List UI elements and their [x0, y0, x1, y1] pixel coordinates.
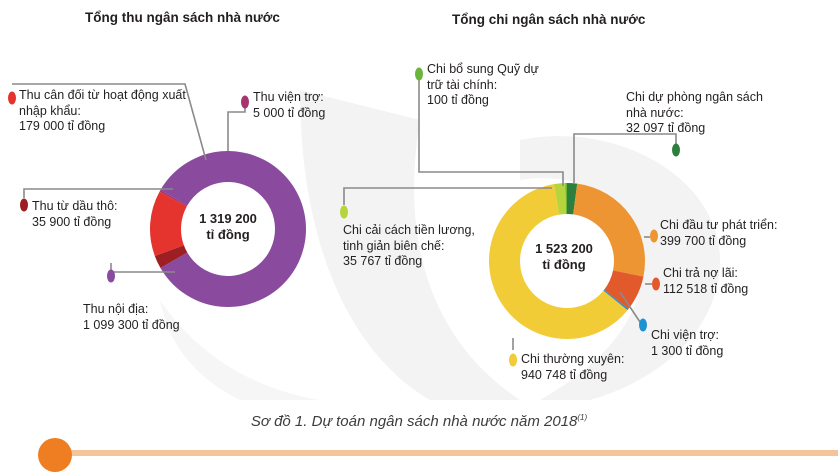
label-chi-du-phong-value: 32 097 tỉ đồng — [626, 121, 706, 135]
label-thu-noi-dia-name: Thu nội địa: — [83, 302, 149, 316]
income-slice-thu-tu-dau-tho — [154, 245, 188, 269]
label-chi-dau-tu: Chi đầu tư phát triển: 399 700 tỉ đồng — [660, 218, 800, 249]
label-chi-cai-cach: Chi cải cách tiền lương, tinh giản biên … — [343, 223, 488, 270]
label-chi-cai-cach-value: 35 767 tỉ đồng — [343, 254, 423, 268]
label-chi-thuong-xuyen-value: 940 748 tỉ đồng — [521, 367, 608, 382]
expense-slice-chi-thuong-xuyen — [489, 184, 628, 339]
label-thu-dau-tho-name: Thu từ dầu thô: — [32, 199, 118, 213]
figure-caption-text: Sơ đồ 1. Dự toán ngân sách nhà nước năm … — [250, 413, 578, 430]
label-thu-dau-tho: Thu từ dầu thô: 35 900 tỉ đồng — [32, 199, 152, 230]
expense-total-value: 1 523 200 — [535, 241, 593, 256]
leader-chi-cai-cach — [343, 187, 552, 205]
leader-thu-dau-tho — [23, 188, 173, 198]
income-total-value: 1 319 200 — [199, 211, 257, 226]
expense-slice-chi-bo-sung-quy-du-tru-tai-chinh — [565, 183, 567, 215]
donut-charts — [8, 67, 680, 367]
label-chi-tra-no-lai-value: 112 518 tỉ đồng — [663, 281, 749, 296]
income-slice-thu-noi-dia — [160, 150, 307, 307]
expense-chart-title: Tổng chi ngân sách nhà nước — [452, 12, 646, 27]
label-thu-noi-dia-value: 1 099 300 tỉ đồng — [83, 317, 180, 332]
leader-chi-du-phong — [573, 133, 677, 184]
expense-slice-chi-vien-tro — [603, 289, 629, 311]
marker-chi-dau-tu — [650, 229, 658, 243]
label-chi-thuong-xuyen: Chi thường xuyên: 940 748 tỉ đồng — [521, 352, 641, 383]
label-thu-vien-tro: Thu viện trợ: 5 000 tỉ đồng — [253, 90, 353, 121]
label-chi-dau-tu-name: Chi đầu tư phát triển: — [660, 218, 778, 232]
label-thu-noi-dia: Thu nội địa: 1 099 300 tỉ đồng — [83, 302, 213, 333]
label-chi-bo-sung-quy-name: Chi bổ sung Quỹ dự trữ tài chính: — [427, 62, 539, 92]
bottom-accent-circle — [38, 438, 72, 472]
expense-slice-chi-cai-cach-tien-luong-tinh-gian-bien-c — [553, 183, 567, 215]
label-chi-du-phong-name: Chi dự phòng ngân sách nhà nước: — [626, 90, 763, 120]
marker-thu-dau-tho — [20, 198, 28, 212]
watermark-logo — [300, 90, 720, 400]
marker-chi-cai-cach — [340, 205, 348, 219]
label-chi-tra-no-lai-name: Chi trả nợ lãi: — [663, 266, 738, 280]
label-thu-can-doi-value: 179 000 tỉ đồng — [19, 119, 106, 133]
label-chi-vien-tro: Chi viện trợ: 1 300 tỉ đồng — [651, 328, 751, 359]
label-chi-tra-no-lai: Chi trả nợ lãi: 112 518 tỉ đồng — [663, 266, 783, 297]
expense-total: 1 523 200 tỉ đồng — [504, 241, 624, 273]
marker-chi-vien-tro — [639, 318, 647, 332]
marker-chi-tra-no-lai — [652, 277, 660, 291]
label-chi-du-phong: Chi dự phòng ngân sách nhà nước: 32 097 … — [626, 90, 766, 137]
leader-thu-vien-tro — [227, 103, 246, 151]
label-chi-dau-tu-value: 399 700 tỉ đồng — [660, 233, 747, 248]
label-chi-thuong-xuyen-name: Chi thường xuyên: — [521, 352, 625, 366]
bottom-accent-bar — [60, 450, 838, 456]
income-chart-title: Tổng thu ngân sách nhà nước — [85, 10, 280, 25]
label-chi-vien-tro-name: Chi viện trợ: — [651, 328, 719, 342]
income-slice-thu-vien-tro — [159, 190, 188, 207]
budget-figure: Tổng thu ngân sách nhà nước Tổng chi ngâ… — [0, 10, 838, 472]
label-thu-can-doi-name: Thu cân đối từ hoạt động xuất nhập khẩu: — [19, 88, 186, 118]
marker-thu-noi-dia — [107, 269, 115, 283]
marker-chi-du-phong — [672, 143, 680, 157]
expense-slice-chi-du-phong-ngan-sach-nha-nuoc — [567, 183, 578, 215]
marker-chi-bo-sung-quy — [415, 67, 423, 81]
expense-slice-chi-dau-tu-phat-trien — [573, 183, 646, 277]
label-thu-can-doi: Thu cân đối từ hoạt động xuất nhập khẩu:… — [19, 88, 194, 135]
leader-chi-vien-tro — [619, 291, 641, 323]
label-thu-vien-tro-name: Thu viện trợ: — [253, 90, 324, 104]
leader-chi-bo-sung-quy — [418, 80, 564, 186]
marker-thu-can-doi — [8, 91, 16, 105]
income-total-unit: tỉ đồng — [206, 227, 250, 242]
income-slice-thu-can-doi-tu-hoat-dong-xuat-nhap-khau — [150, 191, 187, 256]
leader-thu-can-doi — [12, 83, 207, 161]
figure-caption-footnote: (1) — [577, 413, 588, 422]
expense-total-unit: tỉ đồng — [542, 257, 586, 272]
label-chi-bo-sung-quy-value: 100 tỉ đồng — [427, 93, 489, 107]
label-chi-vien-tro-value: 1 300 tỉ đồng — [651, 343, 724, 358]
label-thu-vien-tro-value: 5 000 tỉ đồng — [253, 105, 326, 120]
income-total: 1 319 200 tỉ đồng — [168, 211, 288, 243]
marker-chi-thuong-xuyen — [509, 353, 517, 367]
label-chi-cai-cach-name: Chi cải cách tiền lương, tinh giản biên … — [343, 223, 475, 253]
marker-thu-vien-tro — [241, 95, 249, 109]
figure-caption: Sơ đồ 1. Dự toán ngân sách nhà nước năm … — [0, 413, 838, 430]
label-chi-bo-sung-quy: Chi bổ sung Quỹ dự trữ tài chính: 100 tỉ… — [427, 62, 542, 109]
expense-slice-chi-tra-no-lai — [604, 270, 644, 310]
label-thu-dau-tho-value: 35 900 tỉ đồng — [32, 214, 112, 229]
